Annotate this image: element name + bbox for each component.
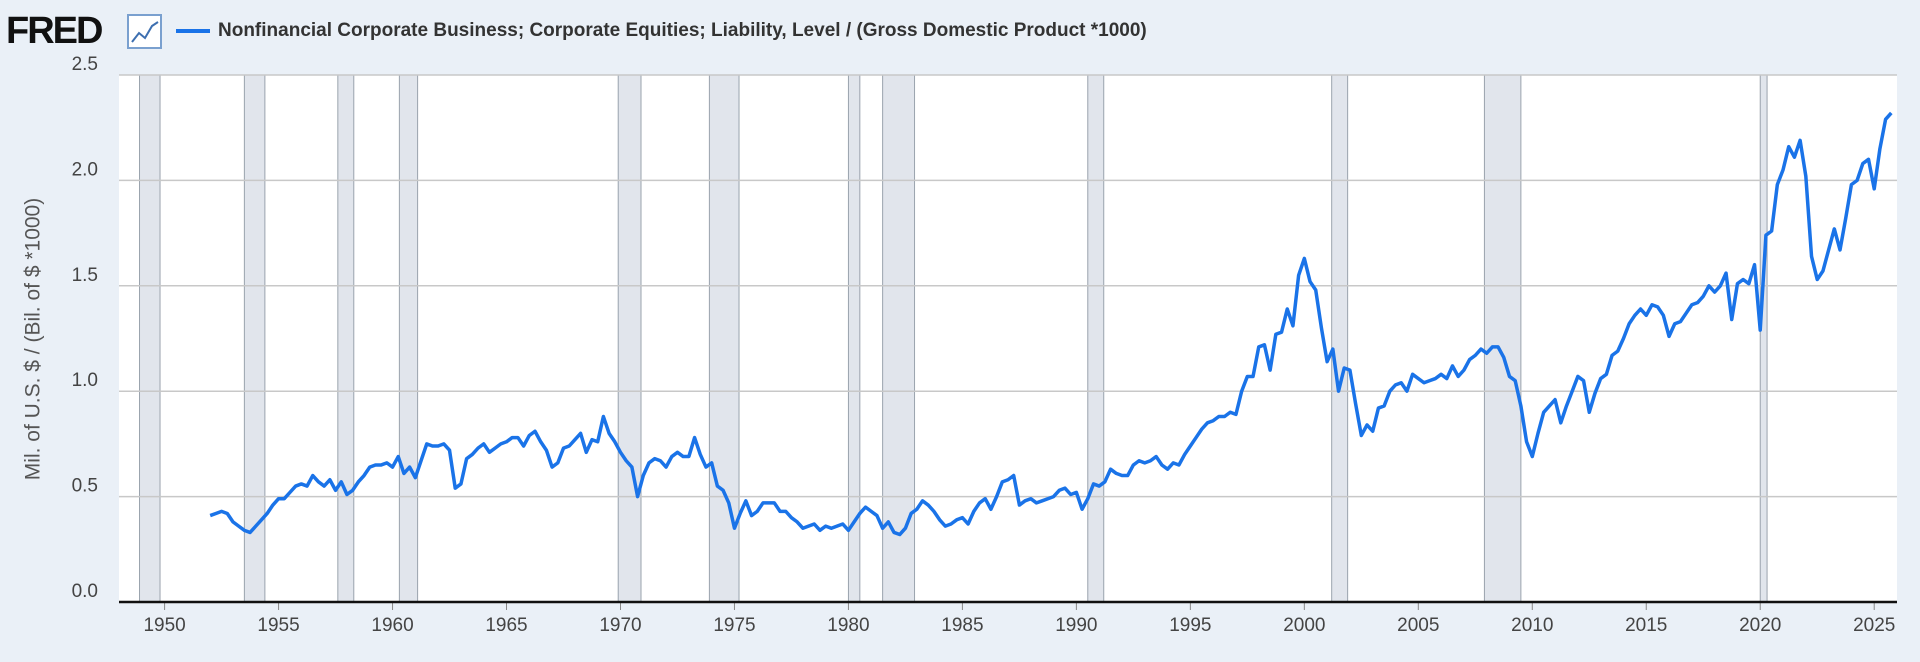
x-tick-label: 1990: [1055, 615, 1097, 636]
recession-band: [617, 74, 642, 603]
x-tick-label: 2000: [1283, 615, 1325, 636]
recession-band: [243, 74, 266, 603]
y-tick-label: 2.0: [72, 159, 98, 180]
y-tick-label: 1.5: [72, 265, 98, 286]
y-tick-label: 1.0: [72, 370, 98, 391]
recession-band: [1087, 74, 1105, 603]
recession-band: [337, 74, 355, 603]
x-tick-label: 1960: [371, 615, 413, 636]
series-line: [209, 111, 1893, 537]
x-tick-label: 1980: [827, 615, 869, 636]
x-tick-label: 1985: [941, 615, 983, 636]
x-tick-label: 2005: [1397, 615, 1439, 636]
x-tick-label: 1975: [713, 615, 755, 636]
x-tick-label: 1970: [599, 615, 641, 636]
x-tick-label: 1955: [257, 615, 299, 636]
y-tick-label: 2.5: [72, 54, 98, 75]
recession-band: [1331, 74, 1349, 603]
x-tick-label: 1950: [143, 615, 185, 636]
logo: FRED: [6, 10, 102, 52]
recession-band: [139, 74, 161, 603]
x-tick-label: 2010: [1511, 615, 1553, 636]
x-tick-label: 2025: [1853, 615, 1895, 636]
recession-band: [398, 74, 419, 603]
logo-icon: [127, 14, 162, 49]
legend-label: Nonfinancial Corporate Business; Corpora…: [218, 20, 1147, 41]
x-tick-label: 2020: [1739, 615, 1781, 636]
plot-area: [119, 75, 1897, 602]
recession-band: [1483, 74, 1522, 603]
x-tick-label: 1995: [1169, 615, 1211, 636]
y-tick-label: 0.5: [72, 476, 98, 497]
y-tick-label: 0.0: [72, 581, 98, 602]
x-tick-label: 2015: [1625, 615, 1667, 636]
x-tick-label: 1965: [485, 615, 527, 636]
y-axis-title: Mil. of U.S. $ / (Bil. of $ *1000): [22, 198, 45, 480]
recession-band: [1759, 74, 1768, 603]
